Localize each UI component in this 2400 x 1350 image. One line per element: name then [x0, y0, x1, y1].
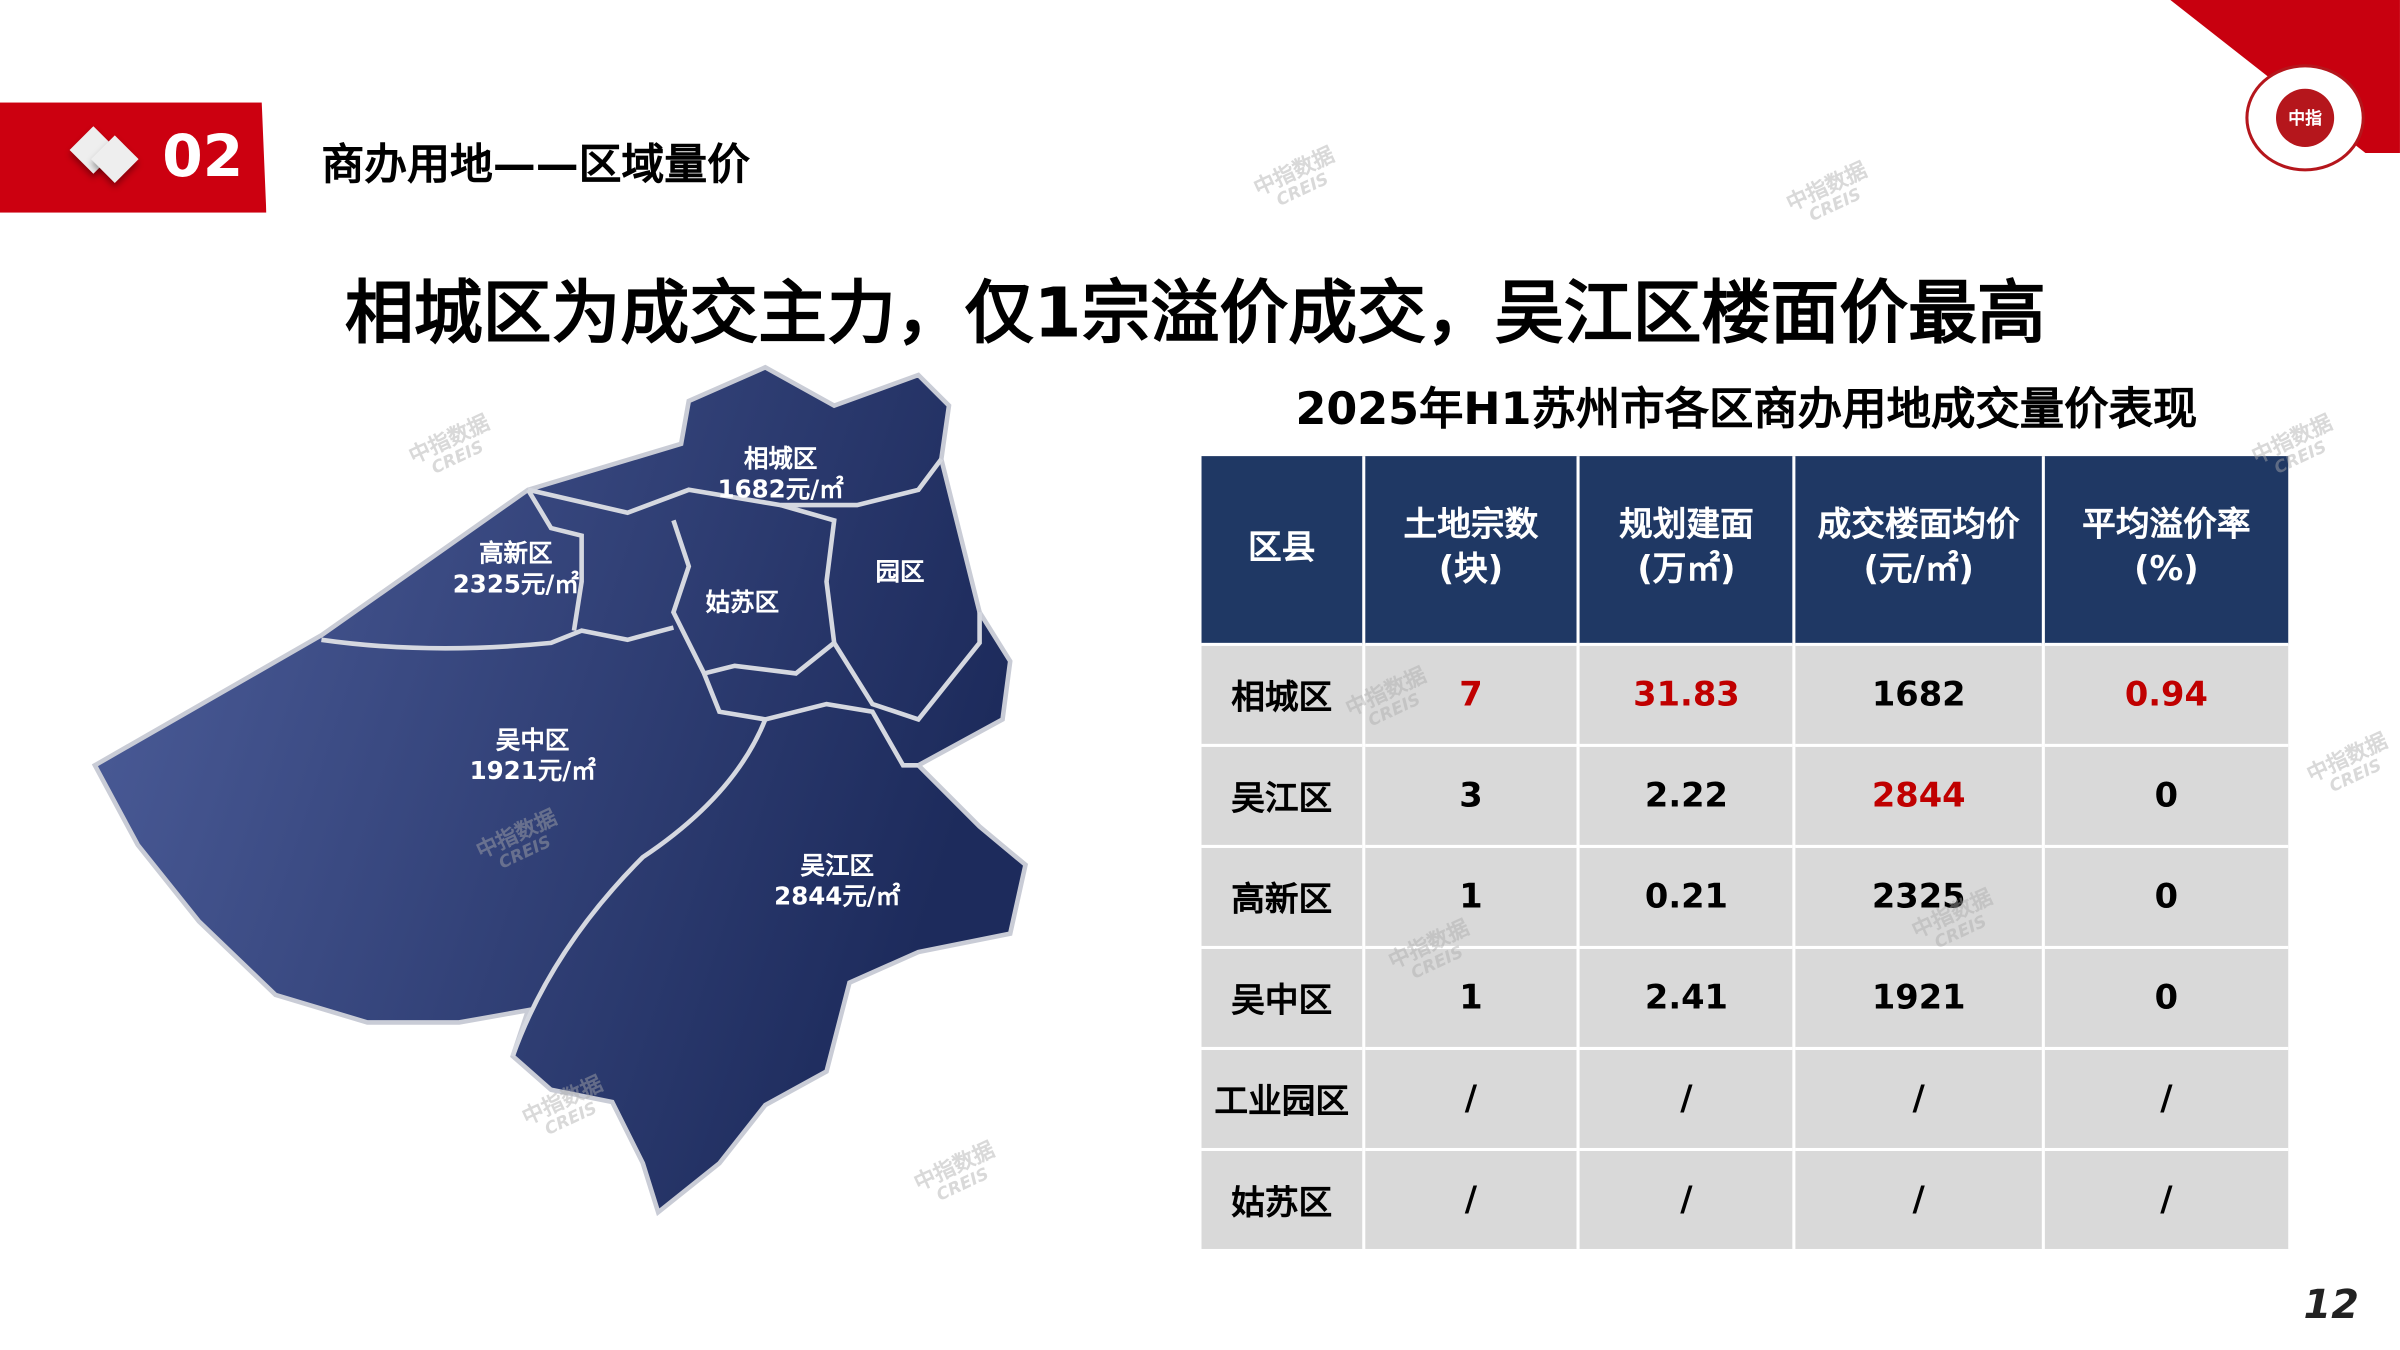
table-row: 吴中区 1 2.41 1921 0 — [1201, 945, 2292, 1049]
table-cell: 1 — [1363, 844, 1580, 948]
table-cell: 1682 — [1794, 642, 2045, 746]
map-outline — [91, 364, 1029, 1217]
table-cell: 0.94 — [2042, 642, 2292, 746]
table-cell: 0 — [2042, 945, 2292, 1049]
map-label-wujiang: 吴江区 2844元/㎡ — [774, 851, 901, 911]
table-cell: 2.41 — [1578, 945, 1796, 1049]
table-cell: 0.21 — [1578, 844, 1796, 948]
table-row: 工业园区 / / / / — [1201, 1046, 2292, 1150]
table-cell: 7 — [1363, 642, 1580, 746]
table-cell: / — [2042, 1046, 2292, 1150]
table-cell: 2844 — [1794, 743, 2045, 847]
map-label-gaoxin: 高新区 2325元/㎡ — [452, 538, 579, 599]
table-cell: / — [1578, 1046, 1796, 1150]
table-cell: 姑苏区 — [1201, 1147, 1365, 1249]
table-cell: / — [1363, 1147, 1580, 1249]
map-label-yuanqu: 园区 — [875, 557, 925, 587]
table-cell: 1 — [1363, 945, 1580, 1049]
table-title: 2025年H1苏州市各区商办用地成交量价表现 — [1295, 382, 2198, 435]
table-cell: 0 — [2042, 844, 2292, 948]
table-cell: 相城区 — [1201, 642, 1365, 746]
price-volume-table: 区县 土地宗数 (块) 规划建面 (万㎡) 成交楼面均价 (元/㎡) 平均溢价率 (%)… — [1201, 456, 2292, 1249]
header-area: 规划建面 (万㎡) — [1578, 456, 1796, 645]
china-index-academy-logo: 中指 — [2245, 64, 2365, 172]
header-premium: 平均溢价率 (%) — [2042, 456, 2292, 645]
table-cell: 2325 — [1794, 844, 2045, 948]
table-cell: 工业园区 — [1201, 1046, 1365, 1150]
table-cell: 3 — [1363, 743, 1580, 847]
table-cell: 2.22 — [1578, 743, 1796, 847]
map-label-xiangcheng: 相城区 1682元/㎡ — [717, 443, 844, 504]
table-cell: / — [1794, 1147, 2045, 1249]
section-number: 02 — [162, 122, 244, 190]
table-cell: 0 — [2042, 743, 2292, 847]
table-row: 相城区 7 31.83 1682 0.94 — [1201, 642, 2292, 746]
table-row: 高新区 1 0.21 2325 0 — [1201, 844, 2292, 948]
headline-text: 相城区为成交主力，仅1宗溢价成交，吴江区楼面价最高 — [344, 272, 2046, 354]
table-cell: / — [1578, 1147, 1796, 1249]
table-cell: / — [2042, 1147, 2292, 1249]
map-label-wuzhong: 吴中区 1921元/㎡ — [469, 725, 596, 786]
header-price: 成交楼面均价 (元/㎡) — [1794, 456, 2045, 645]
logo-center: 中指 — [2276, 88, 2335, 147]
district-boundaries — [321, 457, 982, 1057]
table-cell: 吴江区 — [1201, 743, 1365, 847]
table-cell: 高新区 — [1201, 844, 1365, 948]
header-district: 区县 — [1201, 456, 1365, 645]
map-label-gusu: 姑苏区 — [705, 587, 780, 617]
table-row: 姑苏区 / / / / — [1201, 1147, 2292, 1249]
table-header-row: 区县 土地宗数 (块) 规划建面 (万㎡) 成交楼面均价 (元/㎡) 平均溢价率 (%) — [1201, 456, 2292, 645]
table-cell: / — [1363, 1046, 1580, 1150]
table-cell: 31.83 — [1578, 642, 1796, 746]
table-row: 吴江区 3 2.22 2844 0 — [1201, 743, 2292, 847]
header-parcels: 土地宗数 (块) — [1363, 456, 1580, 645]
headline: 相城区为成交主力，仅1宗溢价成交，吴江区楼面价最高 — [0, 257, 2400, 356]
table-cell: 1921 — [1794, 945, 2045, 1049]
page-number: 12 — [2303, 1282, 2359, 1329]
table-cell: / — [1794, 1046, 2045, 1150]
table-cell: 吴中区 — [1201, 945, 1365, 1049]
section-title: 商办用地——区域量价 — [321, 139, 751, 190]
